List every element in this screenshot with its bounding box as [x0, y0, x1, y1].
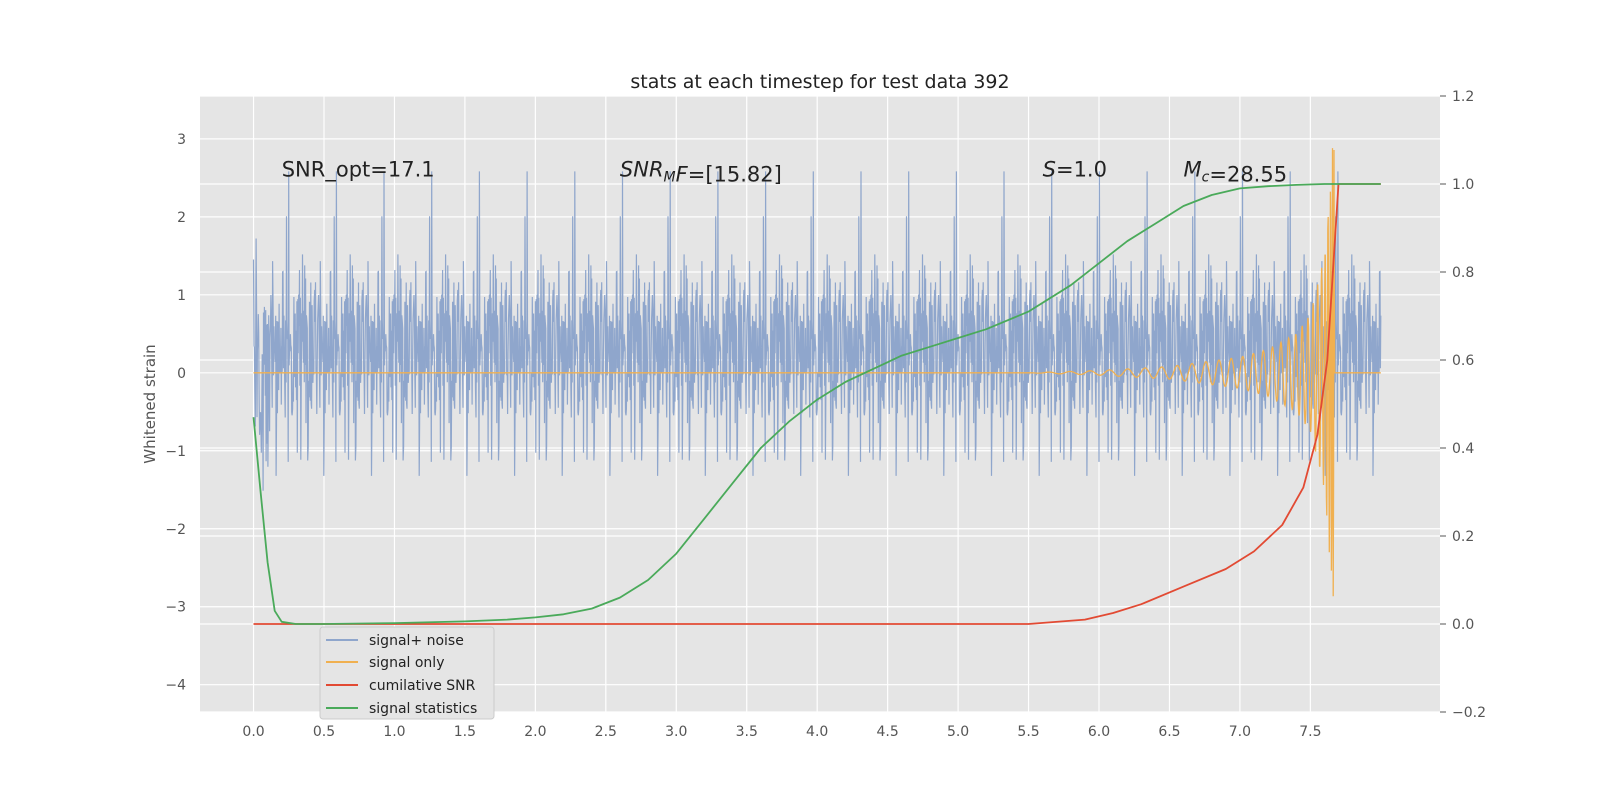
annotation: Mc=28.55 — [1184, 157, 1288, 186]
legend-label: signal statistics — [369, 701, 477, 717]
x-tick-label: 1.5 — [454, 724, 476, 740]
x-tick-label: 2.5 — [595, 724, 617, 740]
chart-title: stats at each timestep for test data 392 — [630, 71, 1009, 93]
y2-tick-label: 0.4 — [1452, 441, 1474, 457]
y2-tick-label: 1.0 — [1452, 177, 1474, 193]
y-tick-label: −3 — [165, 600, 186, 616]
y-axis-label: Whitened strain — [141, 344, 159, 463]
y-tick-label: −2 — [165, 522, 186, 538]
annotation: SNRMF=[15.82] — [620, 157, 782, 186]
legend-label: signal only — [369, 655, 444, 671]
x-tick-label: 0.0 — [242, 724, 264, 740]
y2-tick-label: 0.6 — [1452, 353, 1474, 369]
x-tick-label: 0.5 — [313, 724, 335, 740]
x-tick-label: 5.5 — [1017, 724, 1039, 740]
series-cumulative-snr — [253, 183, 1381, 625]
annotation: SNR_opt=17.1 — [282, 157, 435, 182]
legend-item-cumulative-snr: cumilative SNR — [326, 678, 476, 694]
y-tick-label: −4 — [165, 678, 186, 694]
x-tick-label: 7.0 — [1229, 724, 1251, 740]
x-tick-label: 3.0 — [665, 724, 687, 740]
y2-tick-label: 0.0 — [1452, 617, 1474, 633]
y-tick-label: −1 — [165, 444, 186, 460]
x-tick-label: 6.0 — [1088, 724, 1110, 740]
legend-label: signal+ noise — [369, 633, 464, 649]
annotation: S=1.0 — [1043, 157, 1107, 181]
y-axis-left: 3 2 1 0 −1 −2 −3 −4 — [165, 132, 186, 694]
x-tick-label: 4.0 — [806, 724, 828, 740]
x-tick-label: 7.5 — [1299, 724, 1321, 740]
series-signal-noise — [252, 171, 1382, 491]
y2-tick-label: 1.2 — [1452, 89, 1474, 105]
legend-label: cumilative SNR — [369, 678, 476, 694]
x-tick-label: 3.5 — [736, 724, 758, 740]
x-tick-label: 2.0 — [524, 724, 546, 740]
x-tick-label: 1.0 — [383, 724, 405, 740]
x-tick-label: 4.5 — [877, 724, 899, 740]
x-tick-label: 5.0 — [947, 724, 969, 740]
series-signal-statistics — [252, 183, 1381, 625]
legend-item-signal-only: signal only — [326, 655, 444, 671]
legend: signal+ noise signal only cumilative SNR… — [319, 626, 495, 720]
y-tick-label: 3 — [177, 132, 186, 148]
x-axis: 0.0 0.5 1.0 1.5 2.0 2.5 3.0 3.5 4.0 4.5 5.0 5.5 6.0 6… — [242, 724, 1321, 740]
y2-tick-label: −0.2 — [1452, 705, 1486, 721]
legend-box — [319, 626, 495, 720]
legend-item-signal-noise: signal+ noise — [326, 633, 464, 649]
series-layer — [252, 148, 1382, 625]
y-axis-right: 1.2 1.0 0.8 0.6 0.4 0.2 0.0 −0.2 — [1440, 89, 1486, 721]
y2-tick-label: 0.2 — [1452, 529, 1474, 545]
y2-tick-label: 0.8 — [1452, 265, 1474, 281]
series-signal-only — [253, 148, 1381, 597]
y-tick-label: 2 — [177, 210, 186, 226]
x-tick-label: 6.5 — [1158, 724, 1180, 740]
legend-item-signal-statistics: signal statistics — [326, 701, 477, 717]
y-tick-label: 0 — [177, 366, 186, 382]
annotations: SNR_opt=17.1 SNRMF=[15.82] S=1.0 Mc=28.55 — [282, 157, 1287, 186]
y-tick-label: 1 — [177, 288, 186, 304]
